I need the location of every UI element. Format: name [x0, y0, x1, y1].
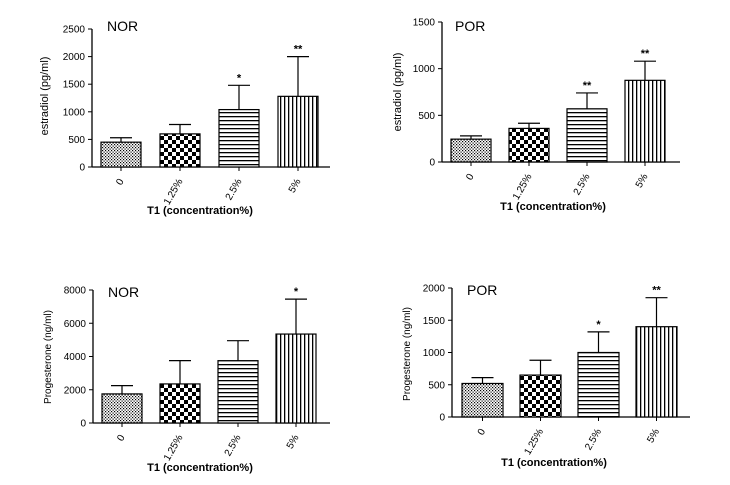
- x-tick-label: 1.25%: [511, 172, 535, 202]
- significance-mark: *: [237, 72, 242, 84]
- x-tick-label: 2.5%: [224, 177, 245, 202]
- y-tick-label: 0: [439, 413, 445, 424]
- bar-0: [101, 393, 143, 424]
- bar-2: [566, 108, 608, 163]
- significance-mark: *: [294, 286, 299, 298]
- x-tick-label: 5%: [634, 172, 651, 190]
- chart-nor-estradiol: NOR estradiol (pg/ml) T1 (concentration%…: [39, 18, 330, 217]
- x-tick-label: 0: [464, 172, 477, 183]
- plot-area: 0 500 1000 1500 2000 2500 0 1.25% 2.5% * 5% **: [63, 25, 330, 207]
- y-tick-label: 8000: [64, 286, 87, 297]
- x-tick-label: 2.5%: [583, 427, 604, 452]
- bar-2: [577, 351, 620, 418]
- x-axis-label: T1 (concentration%): [147, 205, 253, 217]
- y-tick-label: 2000: [64, 385, 87, 396]
- y-axis-label: Progesterone (ng/ml): [402, 307, 413, 401]
- y-tick-label: 1500: [423, 316, 446, 327]
- x-tick-label: 1.25%: [162, 177, 186, 207]
- significance-mark: *: [596, 319, 601, 331]
- y-tick-label: 0: [80, 419, 86, 430]
- x-tick-label: 0: [476, 427, 489, 438]
- x-axis-label: T1 (concentration%): [500, 201, 606, 213]
- chart-por-progesterone: POR Progesterone (ng/ml) T1 (concentrati…: [402, 282, 690, 469]
- bar-1: [508, 127, 550, 163]
- y-tick-label: 1000: [423, 348, 446, 359]
- x-axis-label: T1 (concentration%): [501, 457, 607, 469]
- x-tick-label: 2.5%: [223, 433, 244, 458]
- significance-mark: **: [652, 285, 661, 297]
- x-tick-label: 5%: [645, 427, 662, 445]
- y-tick-label: 2500: [63, 25, 86, 36]
- bar-1: [159, 133, 201, 168]
- x-tick-label: 5%: [287, 177, 304, 195]
- y-axis-label: estradiol (pg/ml): [392, 53, 404, 132]
- plot-area: 0 500 1000 1500 0 1.25% 2.5% ** 5% **: [413, 18, 680, 202]
- bar-0: [100, 141, 142, 168]
- chart-title: POR: [455, 18, 485, 34]
- y-tick-label: 0: [79, 163, 85, 174]
- y-tick-label: 1000: [413, 64, 436, 75]
- x-axis-label: T1 (concentration%): [147, 462, 253, 474]
- y-tick-label: 6000: [64, 319, 87, 330]
- x-tick-label: 5%: [285, 433, 302, 451]
- significance-mark: **: [294, 44, 303, 56]
- y-tick-label: 500: [68, 135, 85, 146]
- x-tick-label: 0: [115, 433, 128, 444]
- bar-1: [519, 374, 562, 418]
- y-tick-label: 2000: [63, 52, 86, 63]
- bar-3: [275, 333, 317, 424]
- y-tick-label: 1500: [63, 80, 86, 91]
- bar-3: [277, 95, 319, 168]
- plot-area: 0 500 1000 1500 2000 0 1.25% 2.5% * 5% **: [423, 284, 690, 457]
- x-tick-label: 0: [114, 177, 127, 188]
- y-tick-label: 500: [428, 380, 445, 391]
- chart-title: NOR: [107, 18, 138, 34]
- x-tick-label: 2.5%: [572, 172, 593, 197]
- y-tick-label: 500: [418, 111, 435, 122]
- significance-mark: **: [583, 80, 592, 92]
- y-tick-label: 0: [429, 158, 435, 169]
- y-tick-label: 4000: [64, 352, 87, 363]
- bar-3: [624, 79, 666, 163]
- bar-0: [450, 138, 492, 163]
- y-tick-label: 1000: [63, 107, 86, 118]
- chart-title: POR: [467, 282, 497, 298]
- y-tick-label: 2000: [423, 284, 446, 295]
- bar-0: [461, 382, 504, 418]
- y-axis-label: estradiol (pg/ml): [39, 57, 51, 136]
- bar-2: [217, 360, 259, 424]
- y-axis-label: Progesterone (ng/ml): [43, 310, 54, 404]
- chart-title: NOR: [108, 284, 139, 300]
- bar-3: [635, 326, 678, 418]
- bar-1: [159, 383, 201, 424]
- x-tick-label: 1.25%: [522, 427, 546, 457]
- chart-por-estradiol: POR estradiol (pg/ml) T1 (concentration%…: [392, 18, 680, 213]
- bar-2: [218, 108, 260, 168]
- chart-nor-progesterone: NOR Progesterone (ng/ml) T1 (concentrati…: [43, 284, 330, 474]
- x-tick-label: 1.25%: [162, 433, 186, 463]
- y-tick-label: 1500: [413, 18, 436, 29]
- significance-mark: **: [641, 48, 650, 60]
- plot-area: 0 2000 4000 6000 8000 0 1.25% 2.5% 5% *: [64, 286, 330, 463]
